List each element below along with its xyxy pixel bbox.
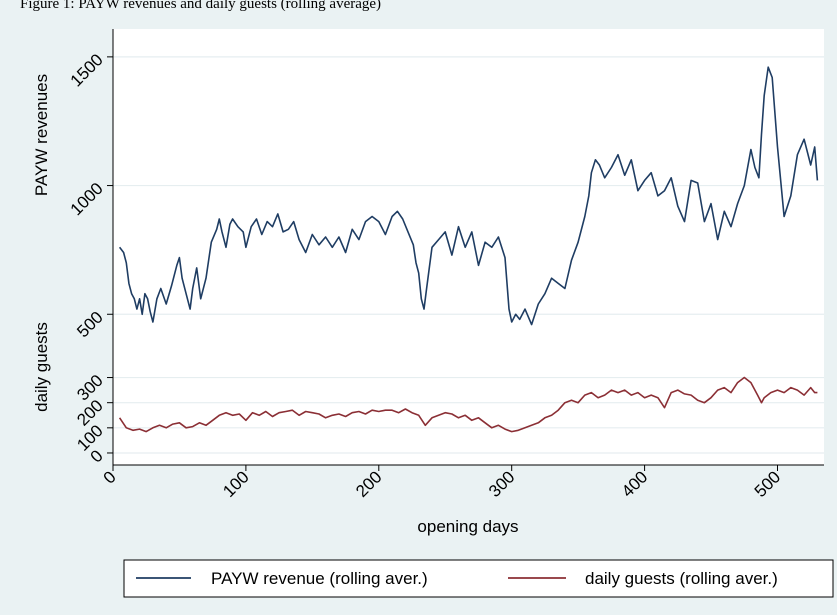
y-axis-title-guests: daily guests xyxy=(32,322,51,412)
y-tick-label-revenue-1000: 1000 xyxy=(67,179,107,219)
series-line-guests xyxy=(118,376,818,433)
x-tick-label-500: 500 xyxy=(751,467,784,500)
figure-caption: Figure 1: PAYW revenues and daily guests… xyxy=(20,0,381,12)
x-axis-title: opening days xyxy=(417,517,518,536)
x-tick-label-400: 400 xyxy=(618,467,651,500)
y-tick-label-revenue-1500: 1500 xyxy=(67,50,107,90)
legend-label-guests: daily guests (rolling aver.) xyxy=(585,569,778,588)
y-tick-label-revenue-500: 500 xyxy=(73,308,106,341)
series-lines xyxy=(118,66,819,433)
x-tick-label-0: 0 xyxy=(100,467,120,487)
gridlines xyxy=(113,56,824,454)
axes xyxy=(112,29,824,466)
plot-area xyxy=(113,29,824,465)
x-tick-label-200: 200 xyxy=(352,467,385,500)
series-line-revenue xyxy=(118,66,819,326)
x-tick-label-100: 100 xyxy=(219,467,252,500)
legend-label-revenue: PAYW revenue (rolling aver.) xyxy=(211,569,428,588)
y-axis-title-revenue: PAYW revenues xyxy=(32,74,51,196)
legend: PAYW revenue (rolling aver.) daily guest… xyxy=(123,559,834,598)
legend-box xyxy=(123,559,834,598)
y-tick-label-guests-300: 300 xyxy=(73,371,106,404)
x-tick-label-300: 300 xyxy=(485,467,518,500)
